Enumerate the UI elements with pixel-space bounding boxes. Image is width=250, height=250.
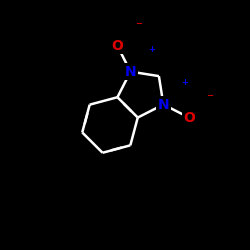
Text: +: + — [181, 78, 188, 87]
Text: O: O — [112, 39, 124, 53]
Text: N: N — [158, 98, 169, 112]
Text: +: + — [148, 45, 155, 54]
Text: O: O — [183, 110, 195, 124]
Text: N: N — [125, 64, 136, 78]
Text: −: − — [206, 91, 214, 100]
Text: −: − — [135, 20, 142, 28]
